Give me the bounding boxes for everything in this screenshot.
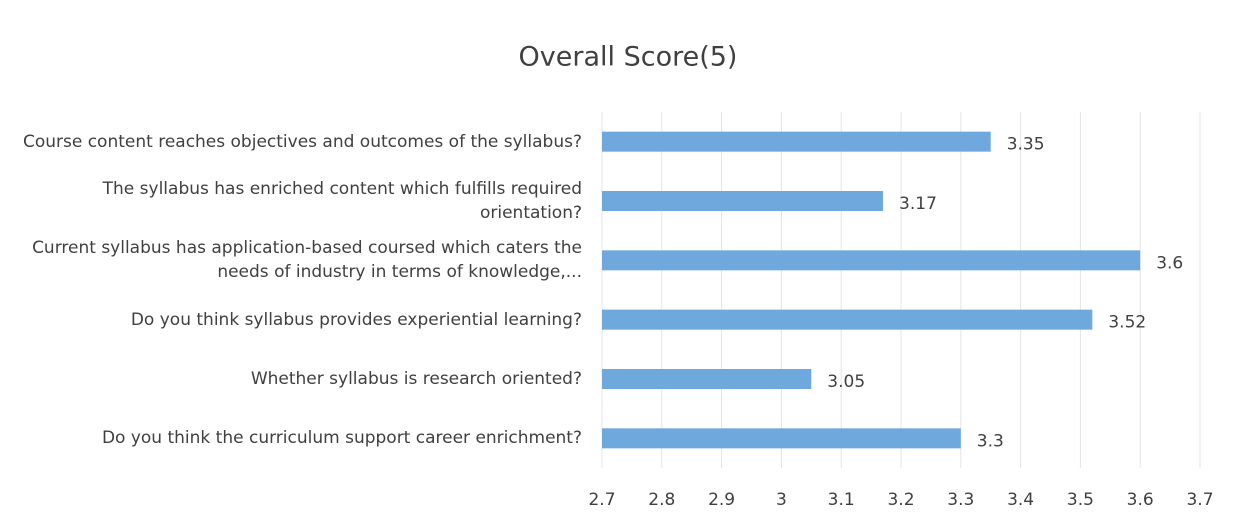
bar — [602, 369, 812, 389]
x-tick-label: 3.6 — [1127, 490, 1154, 510]
y-tick-label: Course content reaches objectives and ou… — [22, 131, 582, 152]
chart-title: Overall Score(5) — [519, 42, 738, 73]
value-label: 3.17 — [899, 194, 937, 214]
bar — [602, 131, 991, 152]
y-tick-label: Do you think syllabus provides experient… — [130, 309, 582, 330]
y-tick-label: Whether syllabus is research oriented? — [250, 369, 582, 389]
value-label: 3.6 — [1156, 253, 1183, 273]
value-label: 3.05 — [827, 372, 865, 392]
x-tick-label: 3.7 — [1186, 490, 1213, 510]
bar — [602, 250, 1141, 271]
x-tick-label: 3.1 — [828, 490, 855, 510]
x-tick-label: 2.7 — [588, 490, 615, 510]
x-tick-label: 3.4 — [1007, 490, 1034, 510]
value-label: 3.35 — [1007, 135, 1045, 155]
x-tick-label: 2.8 — [648, 490, 675, 510]
value-label: 3.52 — [1108, 313, 1146, 333]
bar — [602, 191, 884, 211]
y-tick-label: Do you think the curriculum support care… — [101, 428, 582, 449]
value-label: 3.3 — [977, 431, 1004, 451]
x-tick-label: 3.2 — [887, 490, 914, 510]
x-tick-label: 3.3 — [947, 490, 974, 510]
bar — [602, 428, 961, 449]
x-tick-label: 3 — [776, 490, 787, 510]
bar — [602, 309, 1093, 330]
x-tick-label: 2.9 — [708, 490, 735, 510]
y-tick-label: The syllabus has enriched content which … — [102, 179, 582, 223]
y-tick-label: Current syllabus has application-based c… — [32, 238, 582, 283]
x-tick-label: 3.5 — [1067, 490, 1094, 510]
